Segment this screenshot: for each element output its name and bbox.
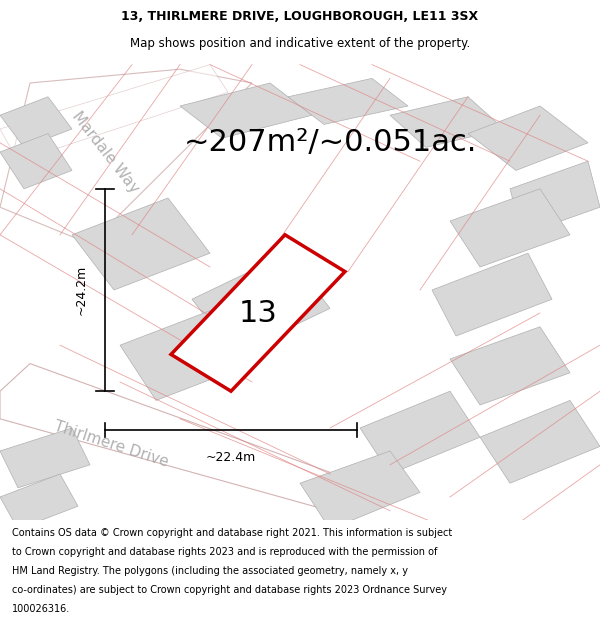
Text: 100026316.: 100026316. [12,604,70,614]
Text: Contains OS data © Crown copyright and database right 2021. This information is : Contains OS data © Crown copyright and d… [12,528,452,538]
Polygon shape [72,198,210,290]
Polygon shape [0,474,78,529]
Text: ~24.2m: ~24.2m [74,265,88,315]
Text: ~22.4m: ~22.4m [206,451,256,464]
Polygon shape [288,78,408,124]
Polygon shape [510,161,600,235]
Polygon shape [0,64,228,161]
Polygon shape [0,134,72,189]
Polygon shape [390,97,504,148]
Polygon shape [450,189,570,267]
Polygon shape [0,69,252,244]
Text: Map shows position and indicative extent of the property.: Map shows position and indicative extent… [130,37,470,50]
Text: 13: 13 [239,299,277,328]
Polygon shape [192,253,330,354]
Text: co-ordinates) are subject to Crown copyright and database rights 2023 Ordnance S: co-ordinates) are subject to Crown copyr… [12,585,447,595]
Polygon shape [432,253,552,336]
Polygon shape [180,83,312,138]
Text: to Crown copyright and database rights 2023 and is reproduced with the permissio: to Crown copyright and database rights 2… [12,548,437,558]
Polygon shape [0,97,72,148]
Polygon shape [480,401,600,483]
Polygon shape [360,391,480,474]
Text: Thirlmere Drive: Thirlmere Drive [52,419,170,470]
Polygon shape [0,364,360,511]
Polygon shape [0,428,90,488]
Text: Mardale Way: Mardale Way [68,108,142,196]
Polygon shape [171,235,345,391]
Text: HM Land Registry. The polygons (including the associated geometry, namely x, y: HM Land Registry. The polygons (includin… [12,566,408,576]
Polygon shape [450,327,570,405]
Text: 13, THIRLMERE DRIVE, LOUGHBOROUGH, LE11 3SX: 13, THIRLMERE DRIVE, LOUGHBOROUGH, LE11 … [121,10,479,23]
Polygon shape [120,308,252,401]
Text: ~207m²/~0.051ac.: ~207m²/~0.051ac. [184,128,476,158]
Polygon shape [300,451,420,529]
Polygon shape [468,106,588,171]
